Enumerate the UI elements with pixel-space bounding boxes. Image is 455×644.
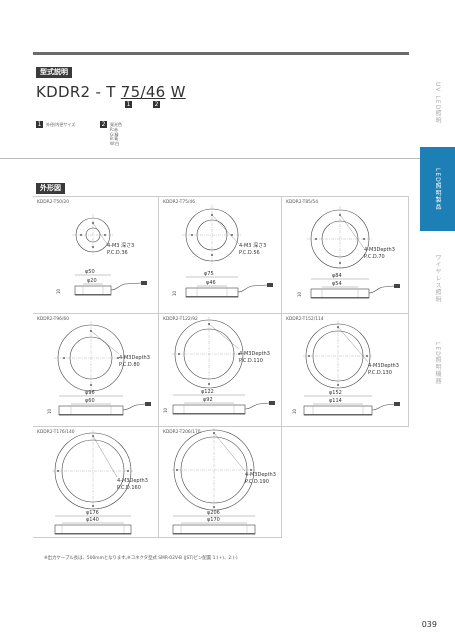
note-cable-length: ※出力ケーブル長は、500mmとなります。	[44, 556, 130, 561]
drawing-title: KDDR2-T122/92	[163, 317, 198, 322]
outer-dim: φ75	[204, 271, 214, 277]
hole-label: 4-M3Depth3	[117, 478, 148, 484]
drawing-cell: KDDR2-T75/46 4-M3 深さ3 P.C.D.56 φ75 φ46 1…	[159, 197, 282, 314]
outline-drawing: 4-M3 深さ3 P.C.D.56 φ75 φ46 10	[172, 205, 273, 298]
drawing-title: KDDR2-T176/140	[37, 430, 75, 435]
pcd-label: P.C.D.70	[364, 254, 385, 260]
model-prefix: KDDR2 - T	[36, 83, 121, 101]
outline-drawing: 4-M3Depth3 P.C.D.70 φ84 φ54 10	[297, 206, 400, 299]
height-label: 10	[163, 407, 168, 413]
side-tab-led-equipment[interactable]: LED照明機器	[434, 341, 441, 385]
section-divider	[0, 158, 420, 159]
drawing-title: KDDR2-T75/46	[163, 200, 196, 205]
marker-1: 1	[125, 101, 132, 108]
model-code: KDDR2 - T 75/46 W	[36, 83, 186, 101]
pcd-label: P.C.D.110	[239, 358, 263, 364]
outer-dim: φ152	[329, 390, 342, 396]
outer-dim: φ84	[332, 273, 342, 279]
note-connector: ※コネクタ型式 SMR-02V-B (JST)ピン配置 1:(+)、2:(-)	[127, 556, 238, 561]
drawing-cell: KDDR2-T96/60 4-M3Depth3 P.C.D.80 φ96 φ60…	[33, 314, 159, 427]
inner-dim: φ92	[203, 397, 213, 403]
outer-dim: φ176	[86, 510, 99, 516]
outline-drawing: 4-M3Depth3 P.C.D.130 φ152 φ114 10	[292, 321, 400, 416]
outline-drawing: 4-M3Depth3 P.C.D.80 φ96 φ60 10	[47, 321, 151, 416]
outline-drawing: 4-M3Depth3 P.C.D.190 φ206 φ170	[172, 428, 276, 535]
top-rule	[33, 52, 409, 55]
inner-dim: φ46	[206, 280, 216, 286]
outer-dim: φ50	[85, 269, 95, 275]
hole-label: 4-M3 深さ3	[239, 242, 266, 249]
pcd-label: P.C.D.190	[245, 479, 269, 485]
outline-drawing: 4-M3 深さ3 P.C.D.36 φ50 φ20 10	[56, 214, 147, 296]
drawing-cell: KDDR2-T206/170 4-M3Depth3 P.C.D.190 φ206…	[159, 427, 282, 538]
side-tab-uv-led[interactable]: UV LED照明	[434, 81, 441, 125]
marker-2: 2	[153, 101, 160, 108]
drawing-title: KDDR2-T152/114	[286, 317, 324, 322]
hole-label: 4-M3Depth3	[364, 247, 395, 253]
drawing-cell: KDDR2-T50/20 4-M3 深さ3 P.C.D.36 φ50 φ20 1…	[33, 197, 159, 314]
side-tab-led-lighting[interactable]: LED照明製品	[420, 147, 455, 231]
hole-label: 4-M3Depth3	[239, 351, 270, 357]
pcd-label: P.C.D.130	[368, 370, 392, 376]
drawing-cell: KDDR2-T176/140 4-M3Depth3 P.C.D.160 φ176…	[33, 427, 159, 538]
legend-text-1: 外径/内径サイズ	[46, 122, 76, 127]
outer-dim: φ206	[207, 510, 220, 516]
height-label: 10	[56, 288, 61, 294]
pcd-label: P.C.D.36	[107, 250, 128, 256]
drawing-title: KDDR2-T85/54	[286, 200, 319, 205]
pcd-label: P.C.D.56	[239, 250, 260, 256]
model-color: W	[170, 83, 186, 101]
outer-dim: φ96	[85, 390, 95, 396]
inner-dim: φ140	[86, 517, 99, 523]
height-label: 10	[47, 408, 52, 414]
drawing-cell: KDDR2-T122/92 4-M3Depth3 P.C.D.110 φ122 …	[159, 314, 282, 427]
outline-drawing: 4-M3Depth3 P.C.D.110 φ122 φ92 10	[163, 317, 275, 415]
drawing-title: KDDR2-T50/20	[37, 200, 70, 205]
inner-dim: φ20	[87, 278, 97, 284]
legend-text-2: 発光色	[110, 122, 122, 127]
hole-label: 4-M3Depth3	[119, 355, 150, 361]
model-size: 75/46	[120, 83, 166, 101]
drawing-cell: KDDR2-T152/114 4-M3Depth3 P.C.D.130 φ152…	[282, 314, 409, 427]
drawing-grid: KDDR2-T50/20 4-M3 深さ3 P.C.D.36 φ50 φ20 1…	[33, 196, 409, 538]
drawing-title: KDDR2-T206/170	[163, 430, 201, 435]
height-label: 10	[172, 290, 177, 296]
section-label-model: 型式説明	[36, 67, 72, 78]
legend-marker-2: 2	[100, 121, 107, 128]
outline-drawing: 4-M3Depth3 P.C.D.160 φ176 φ140	[52, 430, 148, 535]
legend-color-list: R:赤 G:緑 B:青 W:白	[110, 127, 120, 146]
outer-dim: φ122	[201, 389, 214, 395]
drawing-title: KDDR2-T96/60	[37, 317, 70, 322]
height-label: 10	[292, 408, 297, 414]
side-tab-wireless[interactable]: ワイヤレス照明	[434, 253, 441, 303]
legend-marker-1: 1	[36, 121, 43, 128]
inner-dim: φ170	[207, 517, 220, 523]
pcd-label: P.C.D.80	[119, 362, 140, 368]
hole-label: 4-M3Depth3	[245, 472, 276, 478]
hole-label: 4-M3Depth3	[368, 363, 399, 369]
pcd-label: P.C.D.160	[117, 485, 141, 491]
section-label-outline: 外形図	[36, 183, 65, 194]
page-number: 039	[421, 620, 437, 629]
inner-dim: φ114	[329, 398, 342, 404]
inner-dim: φ54	[332, 281, 342, 287]
height-label: 10	[297, 291, 302, 297]
hole-label: 4-M3 深さ3	[107, 242, 134, 249]
drawing-cell: KDDR2-T85/54 4-M3Depth3 P.C.D.70 φ84 φ54…	[282, 197, 409, 314]
inner-dim: φ60	[85, 398, 95, 404]
